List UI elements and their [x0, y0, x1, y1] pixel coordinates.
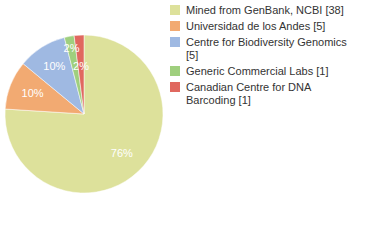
data-label: 2%: [64, 42, 80, 54]
legend-label: Mined from GenBank, NCBI [38]: [186, 4, 344, 16]
legend-label: Centre for Biodiversity Genomics[5]: [186, 36, 347, 61]
legend-swatch: [170, 37, 180, 47]
pie-slice: [5, 35, 163, 193]
data-label: 10%: [43, 60, 65, 72]
chart: 76% 10% 10% 2% 2% Mined from GenBank, NCBI [3…: [0, 0, 380, 240]
legend-swatch: [170, 5, 180, 15]
legend-label: Canadian Centre for DNABarcoding [1]: [186, 81, 312, 106]
data-label: 76%: [111, 147, 133, 159]
legend-label: Generic Commercial Labs [1]: [186, 65, 328, 77]
legend: Mined from GenBank, NCBI [38] Universidad…: [170, 4, 347, 106]
data-label: 10%: [22, 87, 44, 99]
data-label: 2%: [73, 60, 89, 72]
pie: 76% 10% 10% 2% 2%: [5, 35, 163, 193]
pie-slice: [64, 36, 84, 114]
legend-swatch: [170, 82, 180, 92]
legend-swatch: [170, 21, 180, 31]
legend-swatch: [170, 66, 180, 76]
legend-label: Universidad de los Andes [5]: [186, 20, 325, 32]
